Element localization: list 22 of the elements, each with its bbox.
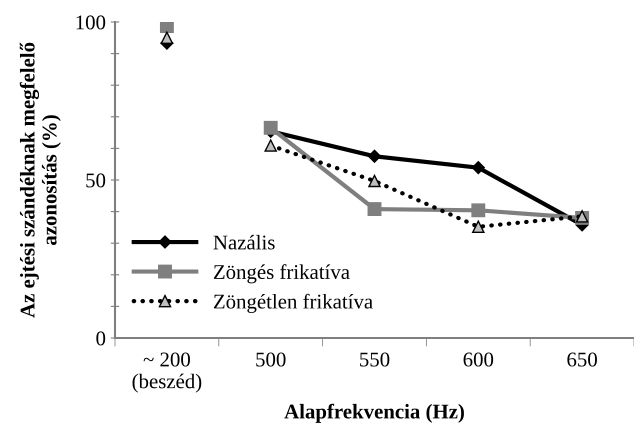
point	[368, 174, 381, 188]
point	[368, 202, 382, 216]
point	[264, 120, 278, 135]
x-tick-label: ~ 200 (beszéd)	[132, 352, 202, 393]
legend-label: Zöngés frikatíva	[214, 264, 350, 284]
x-tick-label: 550	[360, 352, 390, 367]
point	[264, 139, 277, 152]
y-tick-label: 100	[76, 15, 106, 30]
y-tick-label: 0	[96, 331, 106, 346]
x-tick-label: 600	[464, 352, 494, 367]
legend-label: Zöngétlen frikatíva	[214, 294, 373, 313]
point	[472, 161, 485, 174]
point	[472, 220, 485, 234]
point	[368, 150, 382, 163]
point	[160, 32, 174, 44]
x-tick-label: 650	[567, 352, 597, 367]
y-axis-title: Az ejtési szándéknak megfelelő azonosítás (%)	[20, 42, 61, 318]
x-axis-title: Alapfrekvencia (Hz)	[284, 404, 464, 423]
point	[471, 203, 486, 218]
y-tick-label: 50	[86, 173, 106, 188]
x-tick-label: 500	[256, 352, 286, 367]
legend-label: Nazális	[214, 234, 275, 250]
